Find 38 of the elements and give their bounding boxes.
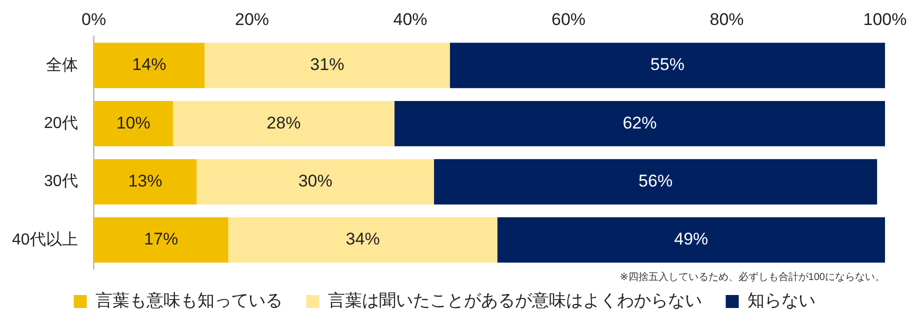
bar	[434, 159, 878, 204]
data-label: 14%	[132, 55, 166, 74]
data-label: 56%	[638, 171, 673, 190]
bar	[94, 159, 197, 204]
text: ※四捨五入しているため、必ずしも合計が100にならない。	[620, 270, 885, 283]
x-tick-label: 80%	[710, 10, 744, 29]
legend-label: 知らない	[747, 291, 816, 310]
x-tick-label: 0%	[82, 10, 106, 29]
y-tick-label: 40代以上	[12, 230, 78, 248]
bar	[497, 217, 885, 263]
y-tick-label: 全体	[46, 56, 78, 74]
data-label: 62%	[622, 113, 657, 132]
data-label: 17%	[144, 230, 178, 249]
bar	[94, 217, 228, 263]
data-label: 49%	[674, 230, 708, 249]
data-label: 28%	[266, 113, 301, 132]
data-label: 30%	[298, 171, 332, 190]
x-tick-label: 20%	[235, 10, 270, 29]
data-label: 34%	[346, 230, 380, 249]
bar	[196, 159, 434, 204]
bar	[94, 42, 205, 88]
x-tick-label: 40%	[393, 10, 428, 29]
x-tick-label: 60%	[552, 10, 586, 29]
bar	[172, 100, 394, 146]
x-tick-label: 100%	[863, 10, 907, 29]
data-label: 55%	[650, 55, 684, 74]
bar	[94, 100, 173, 146]
bar	[204, 42, 450, 88]
legend-label: 言葉も意味も知っている	[95, 291, 282, 310]
y-tick-label: 20代	[44, 115, 78, 132]
data-label: 10%	[116, 113, 150, 132]
data-label: 31%	[310, 55, 344, 74]
y-tick-label: 30代	[44, 173, 78, 190]
data-label: 13%	[128, 171, 162, 190]
bar	[394, 100, 885, 146]
legend-label: 言葉は聞いたことがあるが意味はよくわからない	[328, 291, 702, 310]
bar	[228, 217, 498, 263]
bar	[450, 42, 885, 88]
